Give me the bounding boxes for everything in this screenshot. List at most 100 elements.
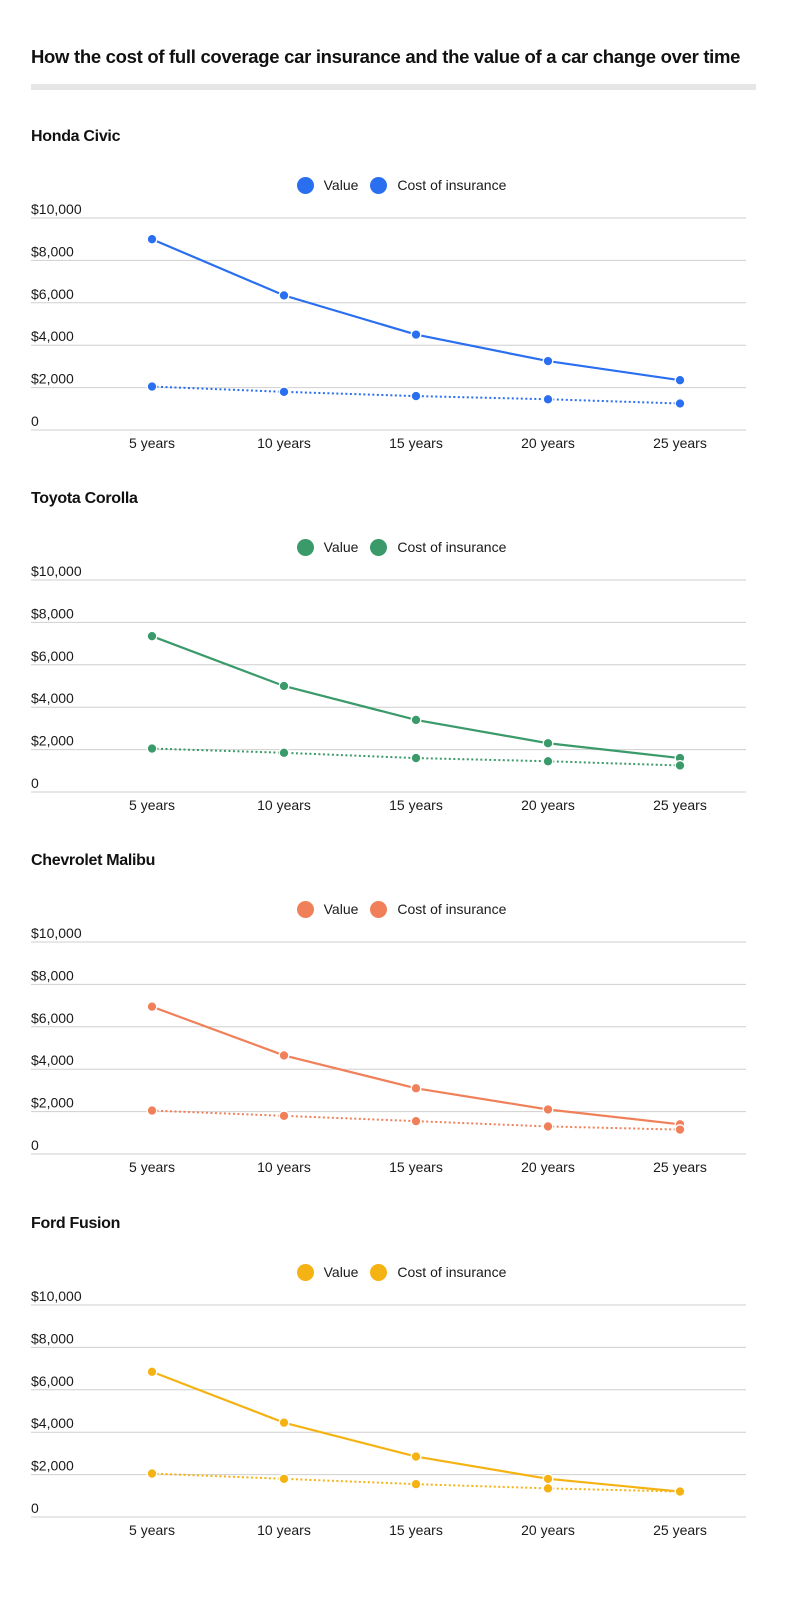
chart-legend: Value Cost of insurance (0, 173, 803, 197)
legend-dot-icon (296, 176, 314, 194)
y-tick-label: $6,000 (31, 648, 74, 664)
chart-plot: $10,000 $8,000 $6,000 $4,000 $2,000 0 5 years 1… (31, 563, 746, 813)
data-point-cost (674, 398, 686, 409)
chart-plot: $10,000 $8,000 $6,000 $4,000 $2,000 0 5 years 1… (31, 1288, 746, 1538)
chart-ford-fusion: Ford Fusion Value Cost of insurance $10,… (0, 1215, 803, 1545)
data-point-value (542, 1473, 554, 1485)
legend-dot-icon (370, 900, 388, 918)
legend-label: Value (323, 901, 359, 917)
legend-item-value: Value (296, 900, 359, 918)
y-tick-label: $4,000 (31, 1415, 74, 1431)
data-point-value (146, 233, 158, 245)
data-point-cost (146, 743, 158, 754)
x-tick-label: 10 years (257, 1159, 311, 1175)
x-tick-label: 15 years (389, 1159, 443, 1175)
legend-dot-icon (296, 1263, 314, 1281)
chart-title: Honda Civic (31, 128, 121, 145)
data-point-cost (278, 747, 290, 759)
x-tick-label: 10 years (257, 1522, 311, 1538)
data-point-value (542, 355, 554, 367)
data-point-value (278, 1049, 290, 1061)
data-point-value (410, 1082, 422, 1094)
data-point-value (410, 329, 422, 341)
data-point-cost (674, 1486, 686, 1498)
legend-label: Cost of insurance (397, 177, 507, 193)
y-tick-label: $4,000 (31, 690, 74, 706)
legend-dot-icon (370, 176, 388, 194)
data-point-cost (278, 386, 290, 398)
data-point-cost (278, 1110, 290, 1122)
data-point-cost (410, 390, 422, 402)
chart-title: Toyota Corolla (31, 490, 138, 507)
legend-dot-icon (296, 900, 314, 918)
x-tick-label: 10 years (257, 797, 311, 813)
data-point-cost (542, 755, 554, 767)
data-point-value (146, 1001, 158, 1013)
y-tick-label: 0 (31, 1137, 39, 1153)
x-tick-label: 5 years (129, 797, 175, 813)
data-point-cost (146, 1468, 158, 1479)
data-point-cost (278, 1473, 290, 1485)
chart-legend: Value Cost of insurance (0, 1260, 803, 1284)
x-tick-label: 20 years (521, 435, 575, 451)
x-tick-label: 15 years (389, 435, 443, 451)
data-point-value (146, 630, 158, 642)
y-tick-label: $10,000 (31, 201, 82, 217)
legend-item-value: Value (296, 538, 359, 556)
legend-label: Value (323, 1264, 359, 1280)
y-tick-label: $10,000 (31, 925, 82, 941)
legend-label: Value (323, 177, 359, 193)
legend-item-cost: Cost of insurance (370, 176, 507, 194)
legend-item-cost: Cost of insurance (370, 538, 507, 556)
y-tick-label: 0 (31, 413, 39, 429)
x-tick-label: 25 years (653, 1159, 707, 1175)
chart-toyota-corolla: Toyota Corolla Value Cost of insurance $… (0, 490, 803, 820)
y-tick-label: $8,000 (31, 967, 74, 983)
legend-item-cost: Cost of insurance (370, 900, 506, 918)
x-tick-label: 5 years (129, 1159, 175, 1175)
legend-dot-icon (296, 538, 314, 556)
chart-legend: Value Cost of insurance (0, 535, 803, 559)
y-tick-label: 0 (31, 775, 39, 791)
y-tick-label: $2,000 (31, 1458, 74, 1474)
x-tick-label: 15 years (389, 797, 443, 813)
legend-label: Cost of insurance (397, 1264, 507, 1280)
data-point-value (674, 374, 686, 386)
page-title: How the cost of full coverage car insura… (31, 46, 741, 67)
legend-dot-icon (370, 538, 388, 556)
data-point-value (146, 1366, 158, 1378)
series-line-value (151, 635, 681, 760)
y-tick-label: $6,000 (31, 286, 74, 302)
legend-dot-icon (370, 1263, 388, 1281)
data-point-value (410, 1451, 422, 1463)
x-tick-label: 15 years (389, 1522, 443, 1538)
x-tick-label: 25 years (653, 1522, 707, 1538)
y-tick-label: $4,000 (31, 1052, 74, 1068)
y-tick-label: 0 (31, 1500, 39, 1516)
x-tick-label: 25 years (653, 435, 707, 451)
y-tick-label: $8,000 (31, 605, 74, 621)
y-tick-label: $8,000 (31, 243, 74, 259)
chart-honda-civic: Honda Civic Value Cost of insurance $10,… (0, 128, 803, 458)
chart-chevrolet-malibu: Chevrolet Malibu Value Cost of insurance… (0, 852, 803, 1182)
y-tick-label: $6,000 (31, 1010, 74, 1026)
legend-label: Value (323, 539, 359, 555)
y-tick-label: $2,000 (31, 371, 74, 387)
y-tick-label: $10,000 (31, 563, 82, 579)
chart-plot: $10,000 $8,000 $6,000 $4,000 $2,000 0 5 years 1… (31, 925, 746, 1175)
data-point-cost (674, 1124, 686, 1136)
x-tick-label: 10 years (257, 435, 311, 451)
y-tick-label: $2,000 (31, 1095, 74, 1111)
title-divider (31, 84, 756, 90)
legend-label: Cost of insurance (397, 539, 507, 555)
y-tick-label: $2,000 (31, 733, 74, 749)
y-tick-label: $8,000 (31, 1330, 74, 1346)
data-point-value (278, 289, 290, 301)
y-tick-label: $10,000 (31, 1288, 82, 1304)
data-point-value (278, 680, 290, 692)
data-point-value (410, 714, 422, 726)
legend-item-value: Value (296, 176, 359, 194)
data-point-cost (542, 1482, 554, 1494)
legend-item-cost: Cost of insurance (370, 1263, 507, 1281)
